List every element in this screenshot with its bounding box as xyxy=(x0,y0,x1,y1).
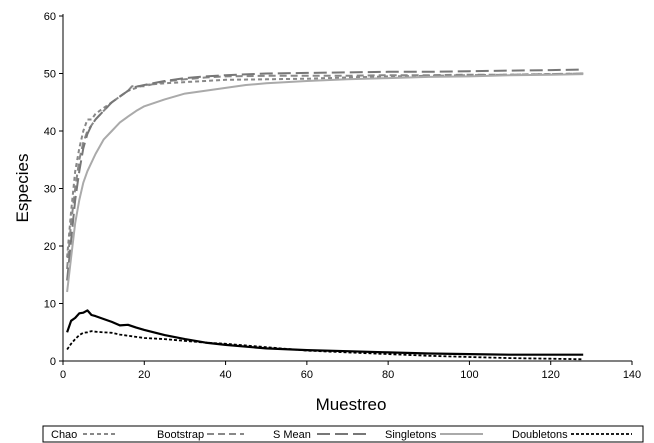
legend: Chao Bootstrap S Mean Singletons Doubletons xyxy=(42,425,644,443)
series-layer xyxy=(66,68,584,361)
x-tick-label: 120 xyxy=(542,369,560,381)
x-tick-label: 80 xyxy=(382,369,394,381)
series-line-bootstrap xyxy=(66,72,584,270)
y-tick-label: 40 xyxy=(44,126,56,138)
x-axis-title: Muestreo xyxy=(316,395,387,414)
x-tick-label: 140 xyxy=(623,369,641,381)
legend-label: S Mean xyxy=(273,429,311,441)
legend-label: Bootstrap xyxy=(157,429,204,441)
series-line-s-mean xyxy=(66,68,584,281)
series-line-chao xyxy=(66,72,584,258)
y-tick-label: 30 xyxy=(44,184,56,196)
x-tick-label: 60 xyxy=(301,369,313,381)
x-tick-label: 20 xyxy=(138,369,150,381)
x-tick-label: 40 xyxy=(219,369,231,381)
y-tick-label: 50 xyxy=(44,69,56,81)
y-tick-label: 0 xyxy=(50,356,56,368)
legend-label: Singletons xyxy=(385,429,437,441)
y-tick-label: 20 xyxy=(44,241,56,253)
legend-label: Doubletons xyxy=(512,429,568,441)
series-line-unlabeled-5 xyxy=(66,330,584,361)
legend-label: Chao xyxy=(51,429,77,441)
y-tick-label: 60 xyxy=(44,11,56,23)
series-line-singletons xyxy=(66,73,584,293)
series-line-doubletons xyxy=(66,309,584,356)
x-tick-label: 0 xyxy=(60,369,66,381)
x-tick-label: 100 xyxy=(460,369,478,381)
y-axis-title: Especies xyxy=(13,154,32,223)
axes: 0 10 20 30 40 50 60 0 20 40 60 80 100 120 140 xyxy=(44,11,641,381)
y-tick-label: 10 xyxy=(44,299,56,311)
